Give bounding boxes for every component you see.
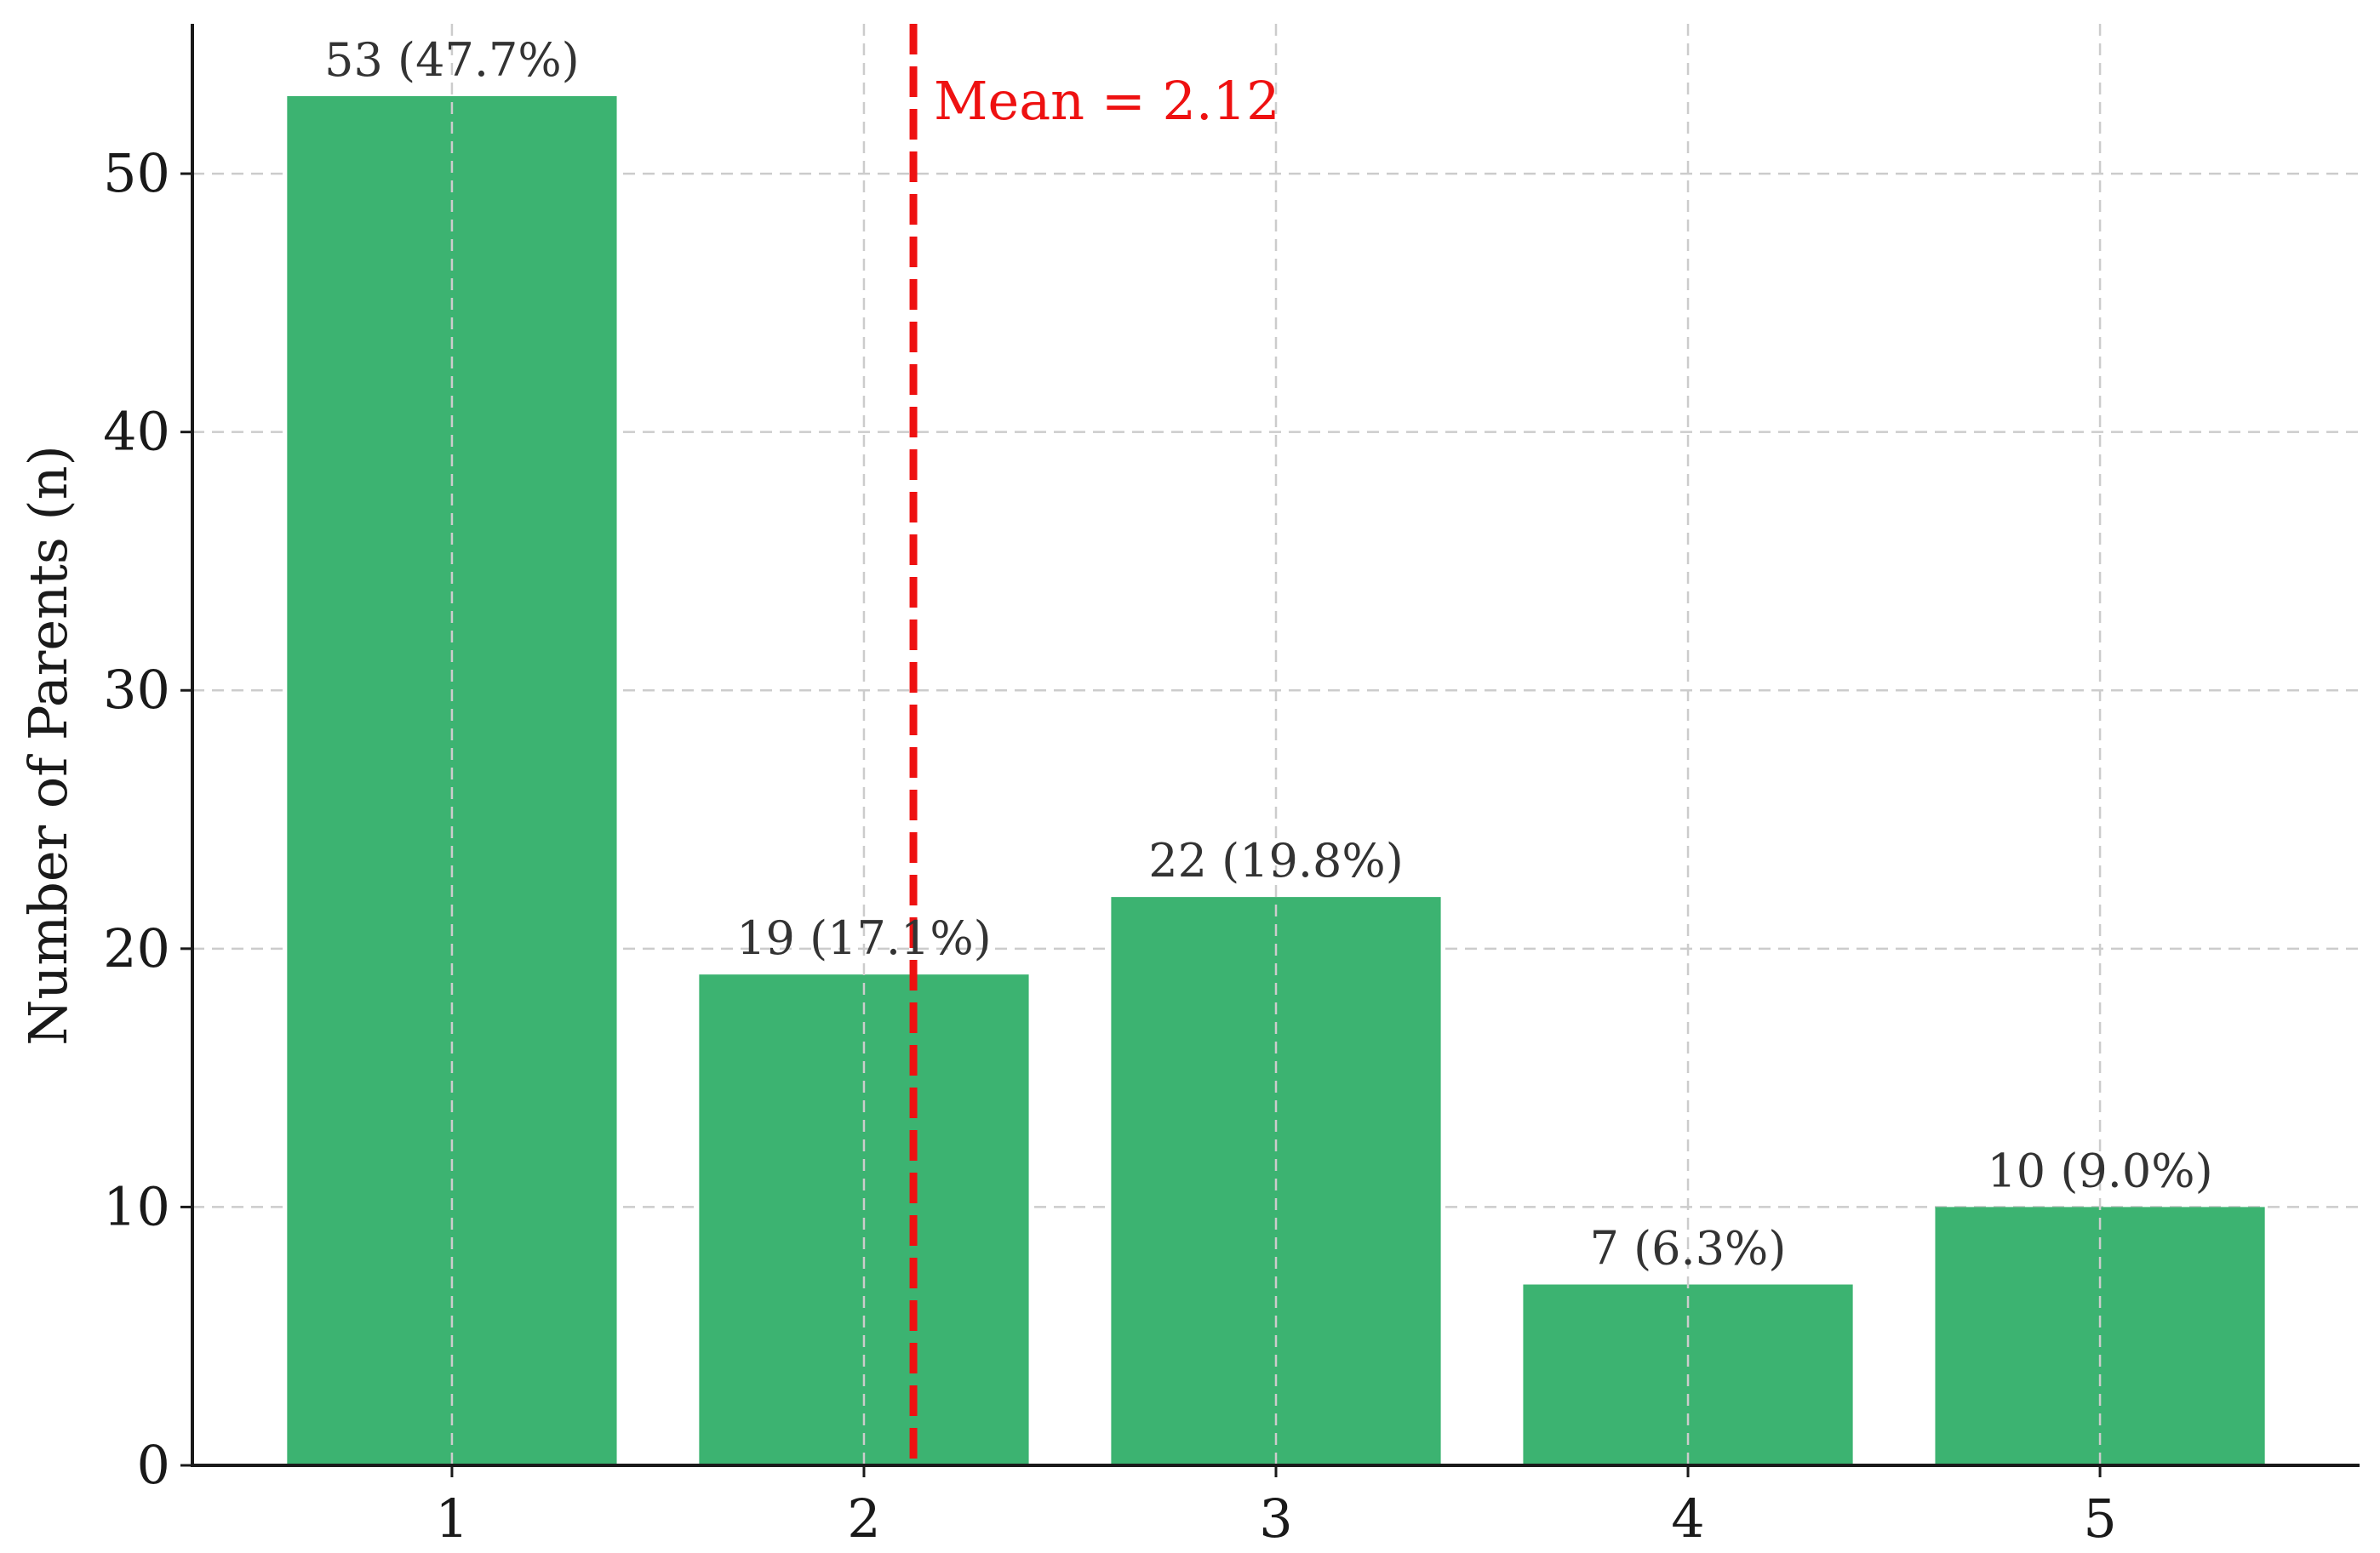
data-label-2: 19 (17.1%) bbox=[736, 911, 992, 965]
x-tick-label-4: 4 bbox=[1671, 1487, 1704, 1550]
data-label-1: 53 (47.7%) bbox=[324, 33, 580, 87]
x-tick-label-5: 5 bbox=[2083, 1487, 2116, 1550]
mean-label: Mean = 2.12 bbox=[934, 70, 1279, 132]
mean-line-group: Mean = 2.12 bbox=[909, 24, 1280, 1465]
axes bbox=[180, 24, 2360, 1477]
y-tick-label-50: 50 bbox=[103, 142, 170, 204]
y-tick-label-20: 20 bbox=[103, 917, 170, 979]
y-tick-label-10: 10 bbox=[103, 1175, 170, 1237]
data-label-4: 7 (6.3%) bbox=[1590, 1221, 1787, 1275]
y-tick-label-30: 30 bbox=[103, 659, 170, 721]
y-axis-label: Number of Parents (n) bbox=[17, 445, 79, 1046]
y-tick-label-0: 0 bbox=[137, 1434, 170, 1496]
x-tick-label-1: 1 bbox=[435, 1487, 468, 1550]
x-tick-label-2: 2 bbox=[847, 1487, 880, 1550]
x-tick-label-3: 3 bbox=[1259, 1487, 1292, 1550]
labels: 0 10 20 30 40 50 1 2 3 4 5 53 (47.7%) 19 (17.1%) 22 (… bbox=[103, 33, 2213, 1550]
y-tick-label-40: 40 bbox=[103, 401, 170, 463]
data-label-5: 10 (9.0%) bbox=[1987, 1144, 2212, 1197]
data-label-3: 22 (19.8%) bbox=[1148, 834, 1404, 888]
